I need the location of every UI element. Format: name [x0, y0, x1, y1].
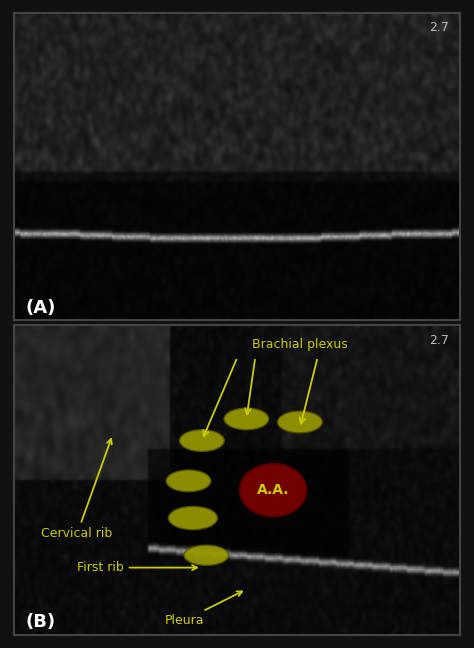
Ellipse shape: [184, 545, 228, 565]
Text: A.A.: A.A.: [257, 483, 290, 497]
Ellipse shape: [224, 408, 269, 430]
Ellipse shape: [168, 507, 218, 529]
Text: First rib: First rib: [77, 561, 197, 574]
Ellipse shape: [166, 470, 211, 492]
Text: Brachial plexus: Brachial plexus: [252, 338, 348, 351]
Text: 2.7: 2.7: [429, 21, 448, 34]
Ellipse shape: [180, 430, 224, 452]
Text: Pleura: Pleura: [164, 592, 242, 627]
Text: Cervical rib: Cervical rib: [41, 439, 113, 540]
Ellipse shape: [240, 464, 307, 516]
Text: (A): (A): [25, 299, 56, 317]
Text: 2.7: 2.7: [429, 334, 448, 347]
Text: (B): (B): [25, 614, 55, 631]
Ellipse shape: [278, 411, 322, 433]
